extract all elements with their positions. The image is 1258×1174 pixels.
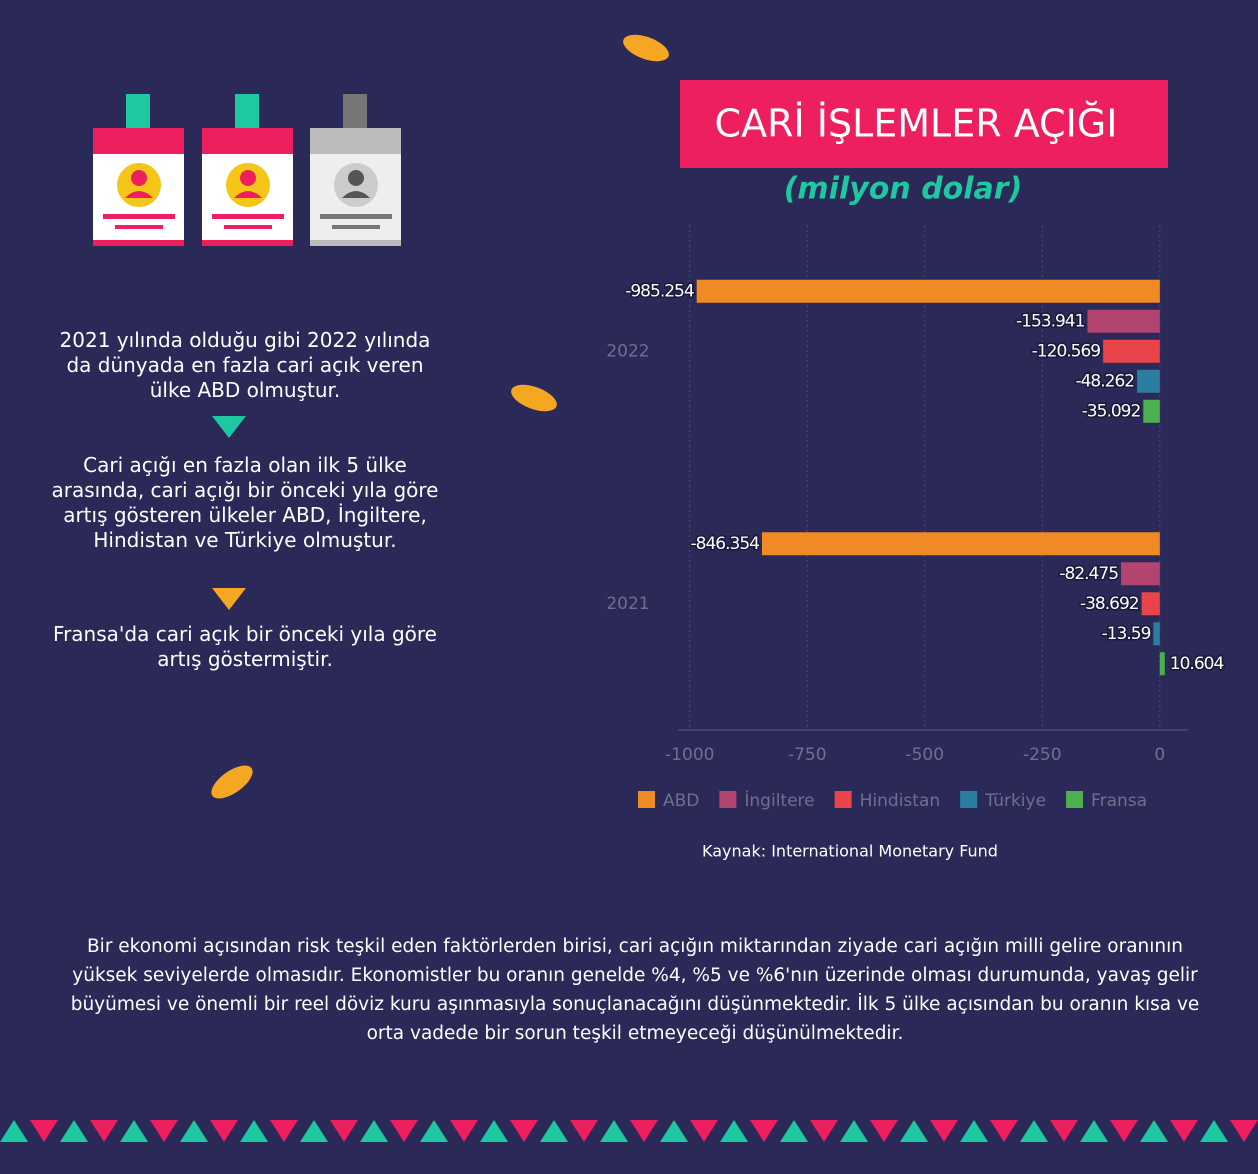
x-tick-label: -1000 [665, 745, 714, 765]
data-label: -38.692 [1080, 594, 1139, 614]
left-text: Cari açığı en fazla olan ilk 5 ülke aras… [51, 453, 439, 552]
data-label: -985.254 [625, 281, 694, 301]
category-label: 2022 [606, 341, 649, 361]
bar [1137, 369, 1160, 393]
arrow-down [212, 416, 246, 438]
arrow-down [212, 588, 246, 610]
data-label: -35.092 [1082, 401, 1141, 421]
bottom-text: Bir ekonomi açısından risk teşkil eden f… [70, 936, 1200, 1044]
bar [1153, 622, 1160, 646]
x-tick-label: -250 [1023, 745, 1062, 765]
left-text: 2021 yılında olduğu gibi 2022 yılında da… [59, 328, 431, 402]
triangle-border [0, 1118, 1258, 1142]
data-label: -48.262 [1075, 371, 1134, 391]
title-box [680, 80, 1168, 168]
data-label: -82.475 [1059, 564, 1118, 584]
data-label: -153.941 [1016, 311, 1085, 331]
chart-title: CARİ İŞLEMLER AÇIĞI [715, 102, 1118, 146]
chart-subtitle: (milyon dolar) [784, 172, 1023, 207]
bar [1141, 592, 1160, 616]
bar [1121, 562, 1160, 586]
source: Kaynak: International Monetary Fund [702, 842, 998, 861]
coins [211, 34, 669, 799]
x-tick-label: -750 [788, 745, 827, 765]
legend-swatch [960, 791, 978, 808]
data-label: 10.604 [1170, 654, 1224, 674]
bar [696, 279, 1160, 303]
bar [761, 532, 1160, 556]
left-text: Fransa'da cari açık bir önceki yıla göre… [53, 622, 437, 671]
legend-label: İngiltere [744, 790, 814, 811]
bar [1159, 652, 1165, 676]
legend-swatch [719, 791, 737, 808]
badges [93, 94, 401, 246]
legend-label: Hindistan [860, 791, 941, 811]
data-label: -120.569 [1032, 341, 1101, 361]
legend-label: Fransa [1091, 791, 1147, 811]
legend-label: ABD [663, 791, 699, 811]
legend-label: Türkiye [984, 791, 1046, 811]
data-label: -13.59 [1102, 624, 1151, 644]
data-label: -846.354 [691, 534, 760, 554]
bar [1143, 399, 1160, 423]
legend-swatch [1066, 791, 1084, 808]
legend-swatch [834, 791, 852, 808]
bar [1087, 309, 1160, 333]
x-tick-label: 0 [1154, 745, 1165, 765]
bar [1103, 339, 1160, 363]
category-label: 2021 [606, 594, 649, 614]
legend-swatch [638, 791, 655, 808]
x-tick-label: -500 [905, 745, 944, 765]
